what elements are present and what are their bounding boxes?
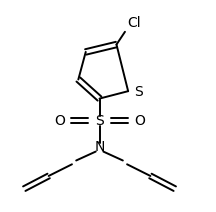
Text: S: S (134, 85, 143, 99)
Text: Cl: Cl (128, 16, 141, 30)
Text: S: S (95, 114, 104, 128)
Text: O: O (134, 114, 145, 128)
Text: N: N (94, 140, 105, 154)
Text: O: O (54, 114, 65, 128)
